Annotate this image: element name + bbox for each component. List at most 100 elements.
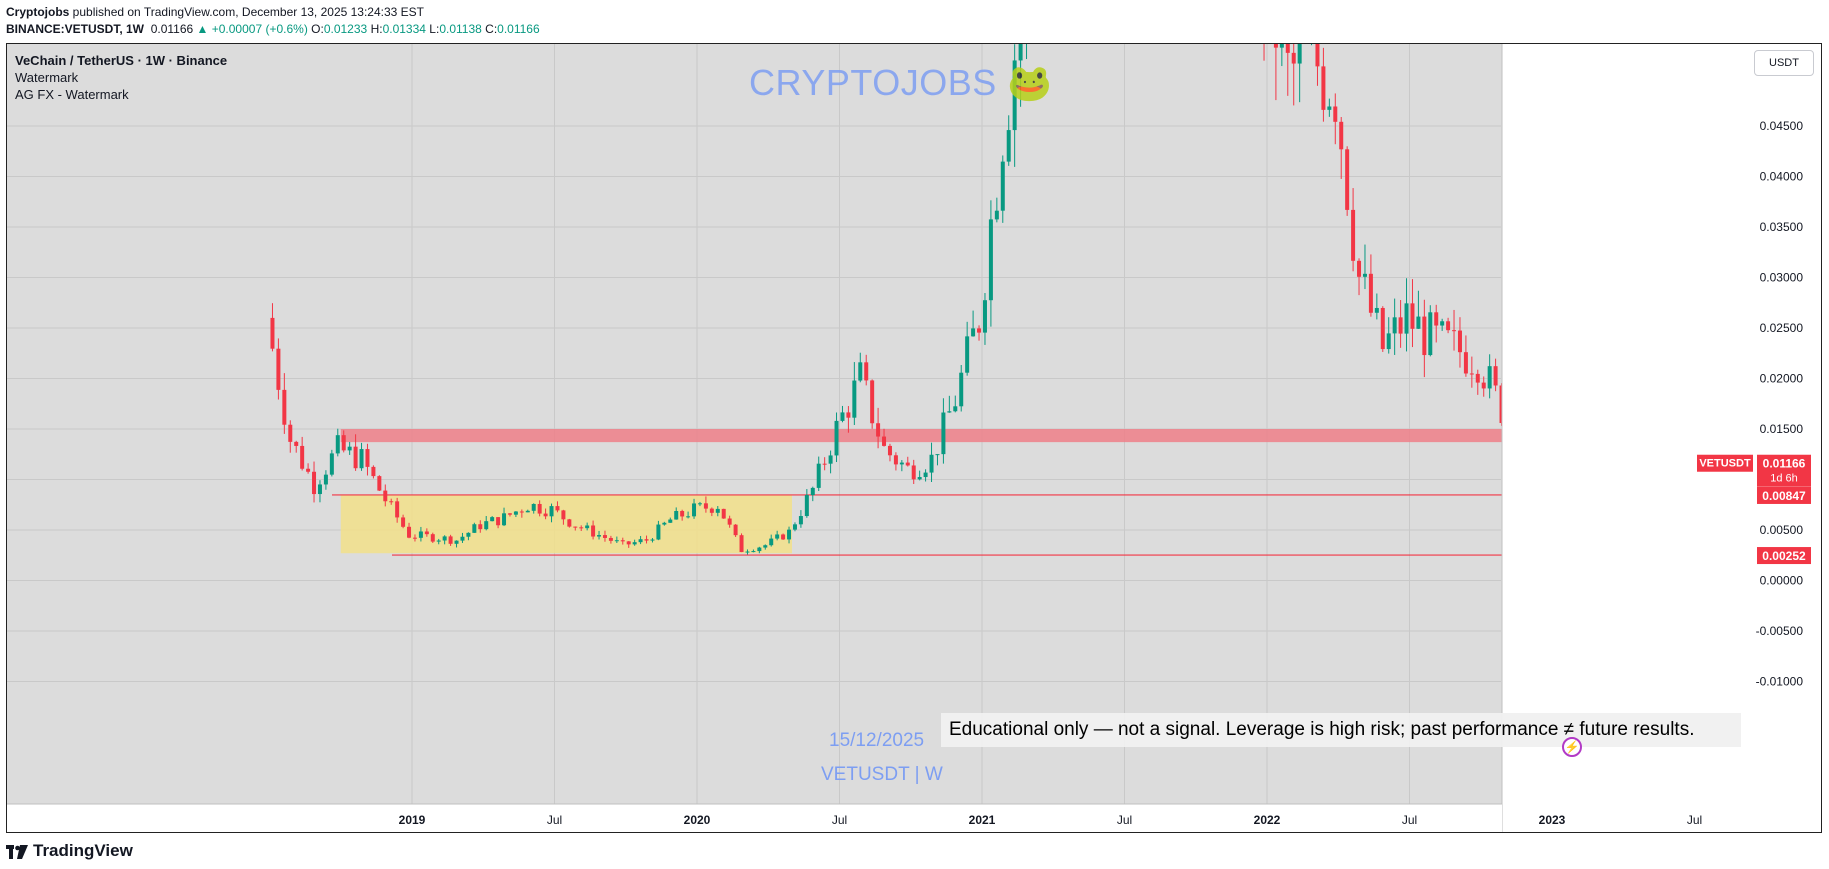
candle-body	[792, 524, 797, 530]
candle-body	[887, 445, 892, 456]
candle-body	[1368, 273, 1373, 313]
candle-body	[442, 536, 447, 541]
legend-indicator[interactable]: AG FX - Watermark	[15, 87, 129, 102]
candle-body	[1392, 317, 1397, 334]
price-axis-panel	[1502, 44, 1821, 832]
candle-body	[591, 525, 596, 537]
price-tag-symbol-bg	[1697, 454, 1753, 472]
candle-body	[1475, 373, 1480, 383]
candle-body	[781, 534, 786, 540]
c-value: 0.01166	[497, 22, 540, 36]
candle-body	[941, 412, 946, 455]
candle-body	[270, 317, 275, 349]
zone-accumulation	[340, 494, 792, 554]
y-tick-label: 0.00000	[1760, 574, 1804, 588]
candle-body	[715, 508, 720, 513]
candle-body	[602, 535, 607, 538]
candle-body	[585, 525, 590, 529]
candle-body	[1434, 312, 1439, 326]
candle-body	[899, 462, 904, 465]
candle-body	[1463, 352, 1468, 374]
c-label: C:	[485, 22, 498, 36]
candle-body	[466, 532, 471, 537]
candle-body	[947, 411, 952, 413]
price-tag-1: 0.00847	[1757, 486, 1811, 504]
y-tick-label: 0.00500	[1760, 523, 1804, 537]
candle-body	[490, 517, 495, 522]
candle-body	[1386, 333, 1391, 350]
candle-body	[977, 328, 982, 333]
y-tick-label: 0.03000	[1760, 271, 1804, 285]
o-value: 0.01233	[323, 22, 368, 36]
candle-body	[703, 503, 708, 509]
chart-svg[interactable]: 0.04500 0.04000 0.03500 0.03000 0.02500 0.020…	[7, 44, 1822, 833]
candle-body	[513, 511, 518, 515]
candle-body	[1487, 366, 1492, 389]
candle-body	[1273, 44, 1278, 48]
currency-button[interactable]: USDT	[1754, 50, 1814, 76]
candle-body	[739, 535, 744, 553]
price-tag-bg	[1757, 547, 1811, 565]
y-tick-label: 0.02500	[1760, 321, 1804, 335]
candle-body	[686, 516, 691, 518]
candle-body	[905, 462, 910, 466]
candle-body	[525, 510, 530, 513]
footer-brand[interactable]: TradingView	[6, 841, 133, 861]
candle-body	[1297, 44, 1302, 64]
candle-body	[620, 540, 625, 542]
candle-body	[1345, 149, 1350, 210]
candle-body	[804, 495, 809, 517]
candle-body	[597, 535, 602, 537]
candle-body	[644, 539, 649, 541]
x-tick-label: Jul	[832, 813, 847, 827]
candle-body	[923, 472, 928, 478]
candle-body	[988, 219, 993, 301]
price-tag-countdown: 1d 6h	[1770, 473, 1798, 485]
candle-body	[1457, 330, 1462, 353]
candle-body	[306, 468, 311, 472]
candle-body	[424, 531, 429, 535]
candle-body	[763, 545, 768, 548]
price-tag-value: 0.00252	[1762, 549, 1806, 563]
candle-body	[323, 474, 328, 485]
candle-body	[454, 540, 459, 544]
candle-body	[608, 537, 613, 541]
candle-body	[276, 348, 281, 390]
legend-watermark[interactable]: Watermark	[15, 70, 79, 85]
candle-body	[484, 521, 489, 530]
candle-body	[650, 539, 655, 541]
candle-body	[288, 424, 293, 442]
candle-body	[1410, 303, 1415, 329]
candle-body	[656, 524, 661, 540]
footer-brand-label: TradingView	[33, 841, 133, 860]
candle-body	[561, 510, 566, 520]
y-tick-label: 0.04000	[1760, 170, 1804, 184]
price-tag-value: 0.01166	[1763, 457, 1806, 471]
candle-body	[840, 412, 845, 421]
candle-body	[1481, 382, 1486, 389]
time-axis-panel	[7, 804, 1502, 832]
candle-body	[430, 534, 435, 542]
lightning-icon[interactable]: ⚡	[1562, 737, 1582, 757]
candle-body	[1315, 44, 1320, 67]
chart-pane[interactable]: 0.04500 0.04000 0.03500 0.03000 0.02500 0.020…	[6, 43, 1822, 833]
candle-body	[371, 466, 376, 477]
price-tag-0: VETUSDT 0.01166 1d 6h	[1697, 454, 1811, 487]
candle-body	[1416, 316, 1421, 329]
legend-title[interactable]: VeChain / TetherUS · 1W · Binance	[15, 53, 228, 68]
candle-body	[359, 449, 364, 469]
candle-body	[1380, 307, 1385, 350]
candle-body	[638, 539, 643, 543]
candle-body	[1006, 130, 1011, 162]
candle-body	[852, 380, 857, 418]
publisher-name[interactable]: Cryptojobs	[6, 5, 70, 19]
candle-body	[537, 503, 542, 514]
y-tick-label: -0.01000	[1756, 675, 1804, 689]
candle-body	[1321, 66, 1326, 110]
x-tick-label: 2020	[684, 813, 711, 827]
y-tick-label: 0.03500	[1760, 220, 1804, 234]
candle-body	[1493, 366, 1498, 386]
candle-body	[401, 517, 406, 527]
x-tick-label: Jul	[1687, 813, 1702, 827]
candle-body	[959, 372, 964, 407]
